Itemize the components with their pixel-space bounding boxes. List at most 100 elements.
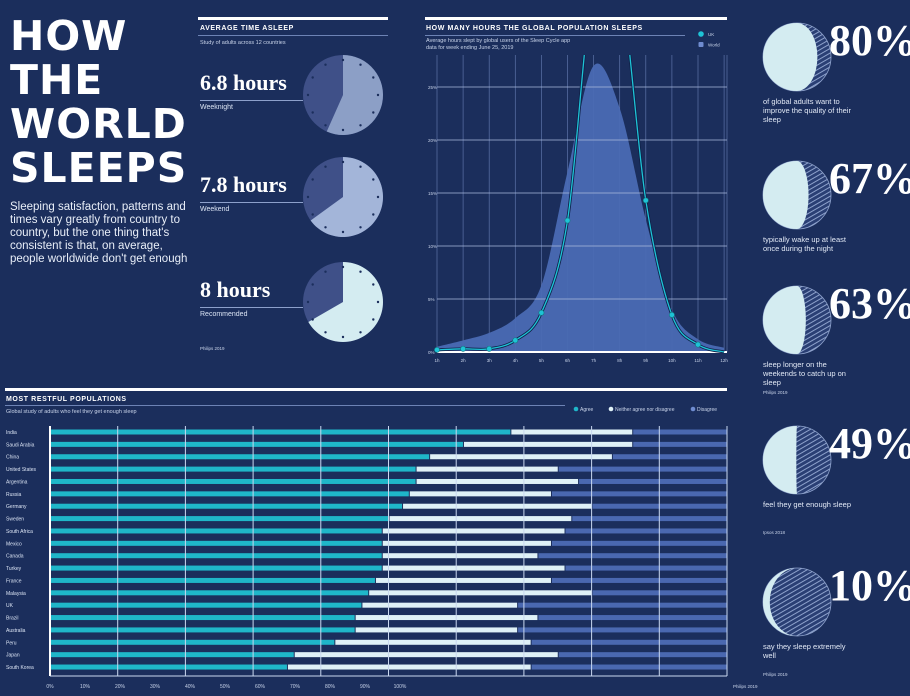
hours-value: 8 hours: [200, 277, 271, 302]
bar-agree: [50, 466, 416, 472]
bar-disagree: [518, 627, 727, 633]
clock-tick: [341, 58, 345, 62]
uk-data-point: [564, 217, 571, 224]
bar-agree: [50, 615, 355, 621]
clock-tick: [341, 335, 345, 339]
bar-disagree: [538, 553, 727, 559]
divider: [200, 202, 303, 203]
stat-description: feel they get enough sleep: [763, 500, 851, 509]
title-line: HOW: [10, 12, 128, 60]
clock-tick: [324, 226, 327, 229]
country-label: Sweden: [6, 517, 24, 523]
clock-tick: [359, 63, 362, 66]
bar-disagree: [633, 441, 727, 447]
country-label: Japan: [6, 653, 20, 659]
clock-tick: [324, 270, 327, 273]
clock-tick: [341, 128, 345, 132]
clock-tick: [372, 76, 375, 79]
hours-label: Recommended: [200, 311, 248, 318]
x-tick-label: 90%: [360, 684, 371, 690]
x-tick-label: 12h: [720, 358, 728, 363]
source-note: Ipsos 2018: [763, 530, 786, 535]
moon-percentage-icon: [762, 160, 832, 230]
bar-neither-agree-nor-disagree: [409, 491, 551, 497]
bar-disagree: [579, 478, 727, 484]
bar-disagree: [531, 639, 727, 645]
uk-line: [436, 55, 725, 353]
bar-agree: [50, 590, 369, 596]
x-tick-label: 70%: [290, 684, 301, 690]
bar-agree: [50, 577, 375, 583]
x-tick-label: 50%: [220, 684, 231, 690]
bar-neither-agree-nor-disagree: [382, 553, 538, 559]
bar-agree: [50, 565, 382, 571]
title-line: THE: [10, 56, 104, 104]
bar-neither-agree-nor-disagree: [335, 639, 531, 645]
clock-tick: [372, 283, 375, 286]
bar-disagree: [551, 540, 727, 546]
uk-data-point: [434, 346, 440, 353]
uk-data-point: [695, 341, 701, 348]
y-tick-label: 25%: [428, 85, 437, 90]
stat-percentage: 80%: [829, 16, 910, 65]
intro-description: Sleeping satisfaction, patterns and time…: [10, 201, 188, 265]
clock-filled-segment: [308, 262, 383, 342]
country-label: United States: [6, 467, 37, 473]
x-tick-label: 100%: [394, 684, 407, 690]
bar-neither-agree-nor-disagree: [287, 664, 531, 670]
source-note: Philips 2019: [733, 684, 758, 689]
bar-neither-agree-nor-disagree: [403, 503, 592, 509]
hours-label: Weekend: [200, 206, 230, 213]
bar-agree: [50, 540, 382, 546]
country-label: Mexico: [6, 541, 22, 547]
clock-filled-segment: [326, 55, 383, 135]
stat-percentage: 49%: [829, 419, 910, 468]
clock-tick: [376, 93, 380, 97]
country-label: Germany: [6, 504, 27, 510]
x-tick-label: 30%: [150, 684, 161, 690]
bar-disagree: [558, 466, 727, 472]
bar-disagree: [538, 615, 727, 621]
bar-neither-agree-nor-disagree: [369, 590, 592, 596]
divider: [198, 35, 388, 36]
divider: [5, 388, 727, 391]
moon-filled-portion: [763, 568, 797, 636]
country-label: Australia: [6, 628, 26, 634]
x-tick-label: 10%: [80, 684, 91, 690]
divider: [198, 17, 388, 20]
x-tick-label: 1h: [434, 358, 440, 363]
bar-neither-agree-nor-disagree: [430, 454, 612, 460]
stat-description: say they sleep extremely well: [763, 642, 846, 660]
title-line: WORLD: [10, 100, 187, 148]
x-tick-label: 0%: [46, 684, 54, 690]
clock-tick: [341, 160, 345, 164]
moon-percentage-icon: [762, 285, 832, 355]
bar-agree: [50, 664, 287, 670]
divider: [425, 17, 727, 20]
divider: [200, 307, 303, 308]
chart-subtitle: Global study of adults who feel they get…: [6, 409, 137, 415]
x-tick-label: 11h: [694, 358, 702, 363]
uk-data-point: [538, 309, 545, 316]
page-title: HOW THE WORLD SLEEPS: [10, 14, 187, 190]
bar-agree: [50, 553, 382, 559]
bar-neither-agree-nor-disagree: [382, 528, 565, 534]
clock-tick: [359, 226, 362, 229]
bar-agree: [50, 639, 335, 645]
bar-disagree: [531, 664, 727, 670]
country-label: South Korea: [6, 665, 34, 671]
stat-description: typically wake up at least once during t…: [763, 235, 846, 253]
bar-neither-agree-nor-disagree: [382, 565, 565, 571]
clock-pie-chart: [303, 157, 383, 237]
legend-label: UK: [708, 32, 714, 37]
country-label: Brazil: [6, 616, 19, 622]
y-tick-label: 15%: [428, 191, 437, 196]
chart-title: MOST RESTFUL POPULATIONS: [6, 396, 127, 403]
clock-tick: [359, 331, 362, 334]
legend-swatch-world: [698, 42, 704, 47]
clock-pie-chart: [303, 55, 383, 135]
bar-agree: [50, 627, 355, 633]
clock-tick: [311, 178, 314, 181]
stat-percentage: 10%: [829, 561, 910, 610]
country-label: France: [6, 578, 22, 584]
